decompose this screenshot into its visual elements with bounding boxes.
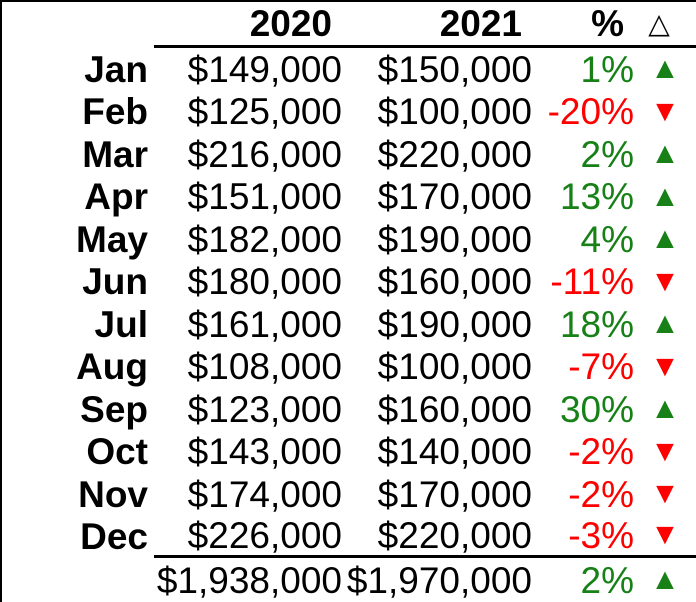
month-label: Aug (76, 346, 148, 388)
pct-change: -3% (532, 516, 634, 558)
trend-triangle-icon (634, 431, 696, 474)
pct-change: -2% (568, 431, 634, 473)
value-2020: $161,000 (187, 303, 342, 345)
pct-change: -2% (568, 473, 634, 515)
value-2020: $226,000 (154, 516, 342, 558)
value-2021: $170,000 (377, 473, 532, 515)
value-2021: $140,000 (377, 431, 532, 473)
value-2020: $180,000 (187, 261, 342, 303)
total-pct-change: 2% (580, 559, 634, 601)
table-row: Sep $123,000 $160,000 30% (2, 388, 696, 431)
value-2020: $125,000 (187, 91, 342, 133)
table-row: Aug $108,000 $100,000 -7% (2, 346, 696, 389)
header-row: 2020 2021 % △ (2, 2, 696, 48)
value-2021: $190,000 (377, 218, 532, 260)
value-2020: $216,000 (187, 133, 342, 175)
value-2020: $149,000 (187, 48, 342, 90)
header-percent: % (532, 2, 634, 48)
header-2020: 2020 (154, 2, 342, 48)
month-label: Jun (82, 261, 148, 303)
table-row: Jul $161,000 $190,000 18% (2, 303, 696, 346)
table-row: Oct $143,000 $140,000 -2% (2, 431, 696, 474)
table-row: Jun $180,000 $160,000 -11% (2, 261, 696, 304)
table-row: Dec $226,000 $220,000 -3% (2, 516, 696, 558)
value-2020: $174,000 (187, 473, 342, 515)
value-2021: $220,000 (342, 516, 532, 558)
value-2020: $182,000 (187, 218, 342, 260)
pct-change: -20% (547, 91, 634, 133)
pct-change: 1% (580, 48, 634, 90)
table-row: Jan $149,000 $150,000 1% (2, 48, 696, 91)
header-month-spacer (2, 2, 154, 48)
total-row: $1,938,000 $1,970,000 2% (2, 558, 696, 602)
pct-change: 2% (580, 133, 634, 175)
month-label: Sep (80, 388, 148, 430)
pct-change: -7% (568, 346, 634, 388)
month-label: Mar (82, 133, 148, 175)
month-label: Dec (80, 516, 148, 558)
month-label: Jul (94, 303, 148, 345)
trend-triangle-icon (634, 473, 696, 516)
table-row: Feb $125,000 $100,000 -20% (2, 91, 696, 134)
pct-change: -11% (550, 261, 634, 303)
value-2021: $100,000 (377, 91, 532, 133)
value-2020: $143,000 (187, 431, 342, 473)
trend-triangle-icon (634, 516, 696, 558)
pct-change: 4% (580, 218, 634, 260)
value-2021: $170,000 (377, 176, 532, 218)
value-2021: $160,000 (377, 261, 532, 303)
value-2020: $151,000 (187, 176, 342, 218)
trend-triangle-icon (634, 176, 696, 219)
delta-triangle-icon: △ (634, 2, 696, 48)
table-row: Nov $174,000 $170,000 -2% (2, 473, 696, 516)
trend-triangle-icon (634, 261, 696, 304)
total-2021: $1,970,000 (346, 559, 532, 601)
pct-change: 18% (559, 303, 634, 345)
value-2021: $220,000 (377, 133, 532, 175)
table-row: Mar $216,000 $220,000 2% (2, 133, 696, 176)
header-2021: 2021 (342, 2, 532, 48)
trend-triangle-icon (634, 133, 696, 176)
value-2020: $123,000 (187, 388, 342, 430)
table-row: Apr $151,000 $170,000 13% (2, 176, 696, 219)
month-label: Nov (78, 473, 148, 515)
month-label: Feb (82, 91, 148, 133)
month-label: Apr (84, 176, 148, 218)
trend-triangle-icon (634, 346, 696, 389)
trend-triangle-icon (634, 218, 696, 261)
trend-triangle-icon (634, 91, 696, 134)
pct-change: 13% (559, 176, 634, 218)
value-2020: $108,000 (187, 346, 342, 388)
trend-triangle-icon (634, 48, 696, 91)
month-label: May (76, 218, 148, 260)
total-month-spacer (2, 558, 154, 602)
trend-triangle-icon (634, 303, 696, 346)
trend-triangle-icon (634, 388, 696, 431)
pct-change: 30% (559, 388, 634, 430)
value-2021: $160,000 (377, 388, 532, 430)
value-2021: $150,000 (377, 48, 532, 90)
total-trend-triangle-icon (634, 558, 696, 602)
month-label: Oct (86, 431, 148, 473)
table-row: May $182,000 $190,000 4% (2, 218, 696, 261)
month-label: Jan (84, 48, 148, 90)
total-2020: $1,938,000 (156, 559, 342, 601)
value-2021: $100,000 (377, 346, 532, 388)
value-2021: $190,000 (377, 303, 532, 345)
